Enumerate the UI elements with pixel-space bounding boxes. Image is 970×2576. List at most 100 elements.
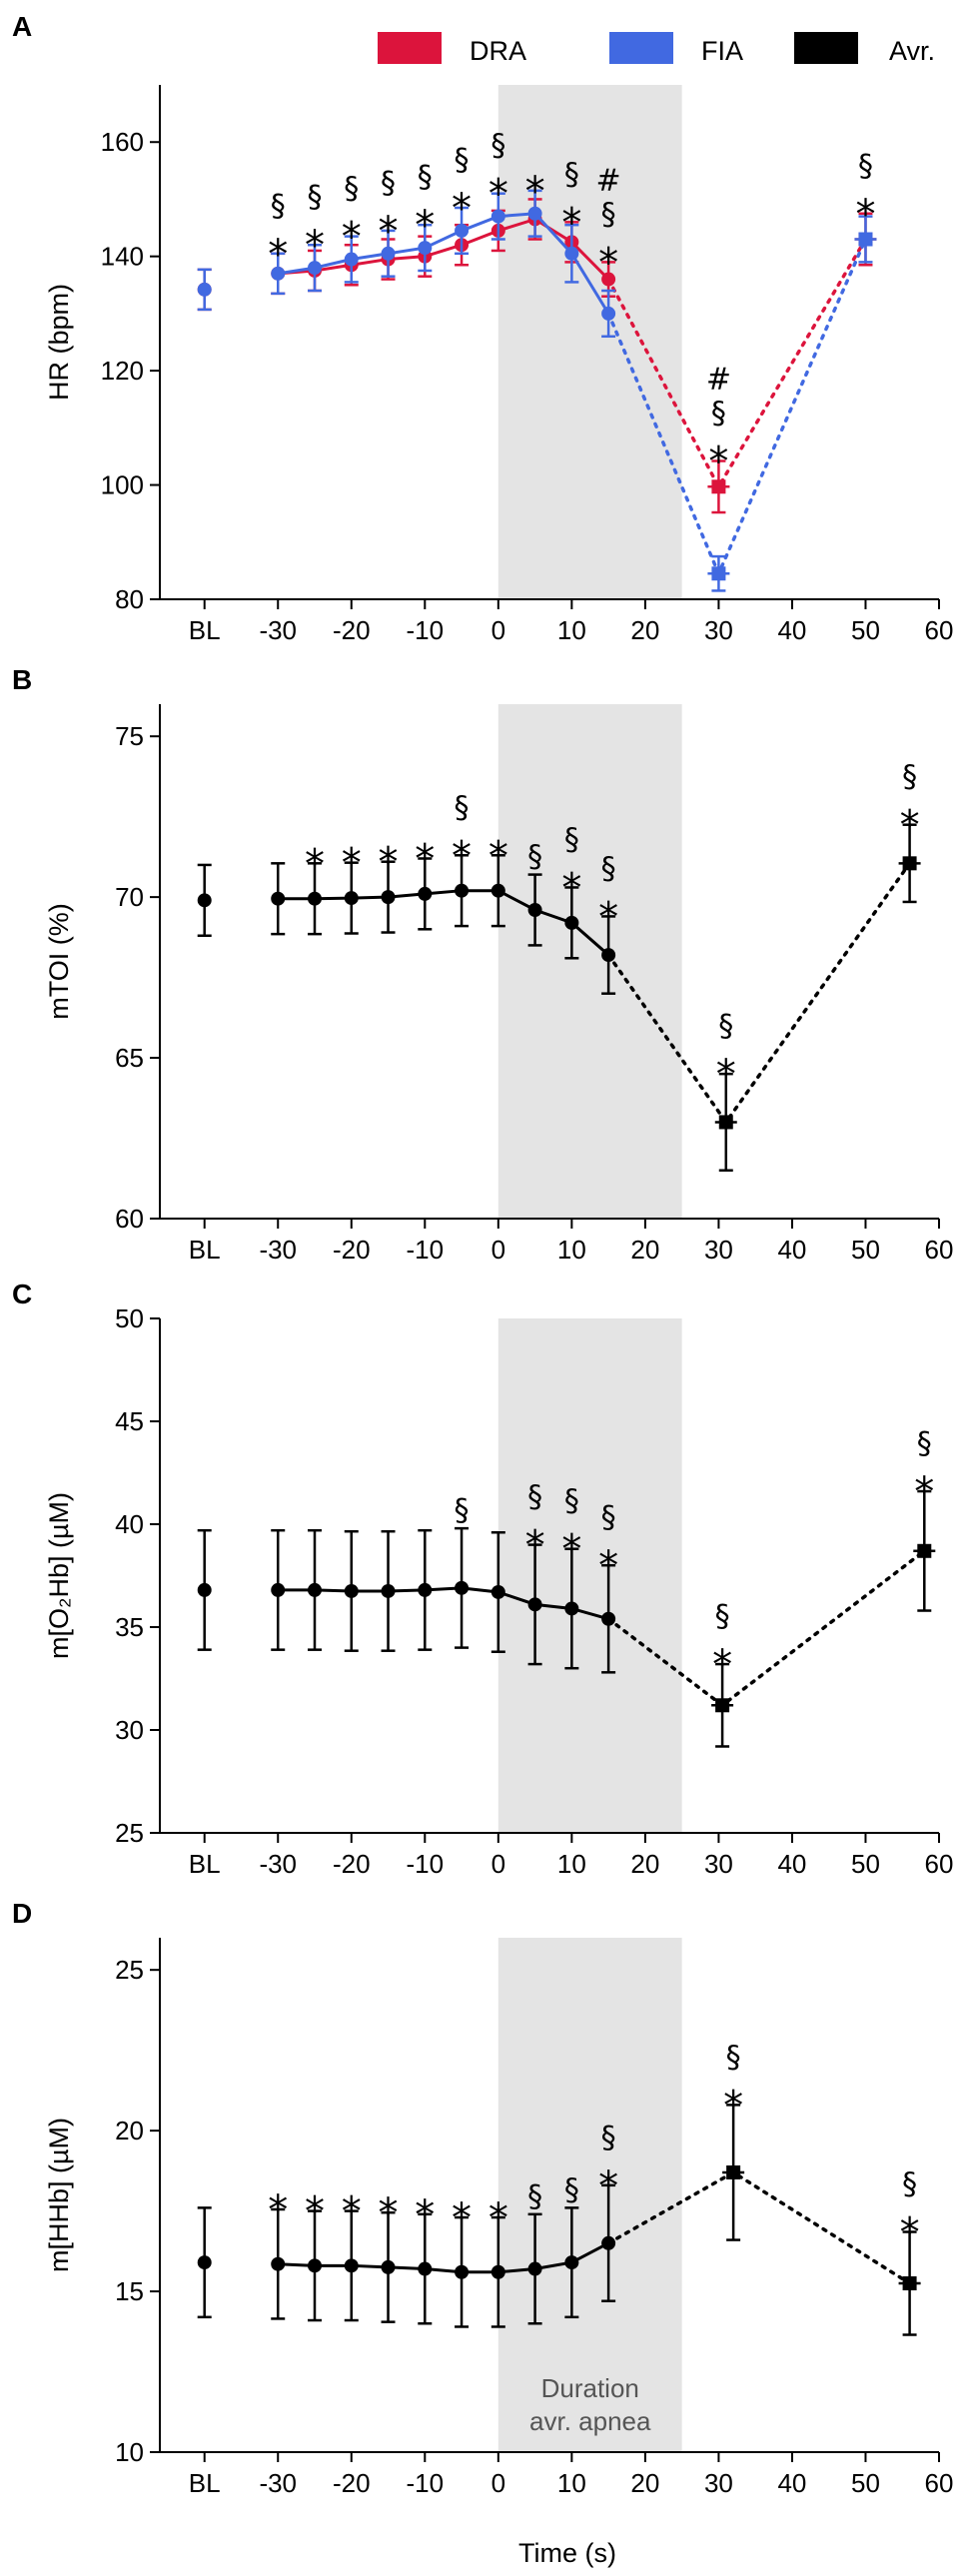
series-avr-line bbox=[278, 889, 610, 957]
legend-label-fia: FIA bbox=[701, 36, 743, 66]
y-tick-label: 40 bbox=[115, 1509, 144, 1539]
significance-star: * bbox=[488, 2195, 508, 2241]
x-tick-label: 30 bbox=[704, 1849, 733, 1879]
y-tick-label: 60 bbox=[115, 1204, 144, 1234]
significance-star: * bbox=[561, 1527, 581, 1573]
data-point bbox=[564, 246, 579, 261]
significance-star: * bbox=[379, 2190, 399, 2236]
data-point bbox=[308, 891, 322, 906]
x-tick-label: 40 bbox=[777, 2468, 806, 2498]
significance-star: * bbox=[342, 2189, 362, 2235]
data-point-square bbox=[917, 1543, 932, 1558]
data-point bbox=[381, 1583, 396, 1598]
x-tick-label: 10 bbox=[557, 1849, 586, 1879]
x-tick-label: 40 bbox=[777, 615, 806, 645]
significance-section: § bbox=[564, 822, 579, 857]
significance-section: § bbox=[564, 157, 579, 192]
significance-section: § bbox=[564, 1484, 579, 1519]
data-point bbox=[197, 282, 212, 297]
x-tick-label: -20 bbox=[333, 2468, 371, 2498]
y-tick-label: 10 bbox=[115, 2437, 144, 2467]
significance-section: § bbox=[726, 2040, 741, 2075]
x-tick-label: 30 bbox=[704, 2468, 733, 2498]
significance-section: § bbox=[527, 1480, 542, 1515]
significance-section: § bbox=[902, 760, 917, 795]
significance-star: * bbox=[452, 186, 472, 232]
significance-star: * bbox=[598, 2163, 618, 2209]
data-point bbox=[601, 2235, 616, 2250]
significance-star: * bbox=[708, 439, 728, 485]
y-tick-label: 70 bbox=[115, 882, 144, 912]
significance-star: * bbox=[914, 1469, 934, 1515]
x-tick-label: -10 bbox=[407, 1235, 445, 1265]
panel-b: B 60 65 70 75 BL -30 -20 -10 0 10 20 30 40 50 60 mTOI (%… bbox=[12, 664, 953, 1265]
significance-star: * bbox=[525, 1523, 545, 1569]
series-fia-line bbox=[278, 212, 610, 315]
y-tick-label: 45 bbox=[115, 1406, 144, 1436]
data-point bbox=[564, 1601, 579, 1616]
x-tick-label: 50 bbox=[851, 2468, 880, 2498]
legend-swatch-avr bbox=[794, 32, 858, 64]
y-axis-title: m[HHb] (µM) bbox=[44, 2118, 74, 2272]
data-point-square bbox=[718, 1115, 733, 1130]
data-point bbox=[344, 1583, 359, 1598]
data-point-square bbox=[715, 1698, 730, 1713]
data-point bbox=[490, 209, 505, 224]
x-tick-label: BL bbox=[189, 2468, 221, 2498]
y-tick-label: 35 bbox=[115, 1612, 144, 1642]
data-point bbox=[271, 1582, 286, 1597]
data-point bbox=[490, 883, 505, 898]
x-tick-label: 0 bbox=[491, 1849, 505, 1879]
significance-star: * bbox=[561, 200, 581, 246]
significance-section: § bbox=[564, 2172, 579, 2207]
significance-section: § bbox=[418, 160, 433, 195]
significance-star: * bbox=[712, 1642, 732, 1688]
y-tick-label: 160 bbox=[101, 127, 144, 157]
significance-star: * bbox=[900, 2210, 920, 2256]
significance-star: * bbox=[305, 223, 325, 269]
significance-star: * bbox=[268, 232, 288, 278]
significance-star: * bbox=[342, 215, 362, 261]
data-point bbox=[527, 206, 542, 221]
significance-star: * bbox=[452, 2195, 472, 2241]
data-point bbox=[271, 266, 286, 281]
x-tick-label: BL bbox=[189, 615, 221, 645]
x-tick-label: -10 bbox=[407, 1849, 445, 1879]
data-point bbox=[344, 891, 359, 906]
x-tick-label: -30 bbox=[259, 1235, 297, 1265]
y-tick-label: 100 bbox=[101, 470, 144, 500]
series-dra-dotted-line bbox=[606, 237, 868, 490]
significance-star: * bbox=[525, 169, 545, 215]
significance-section: § bbox=[711, 397, 726, 431]
x-tick-label: -30 bbox=[259, 615, 297, 645]
significance-star: * bbox=[716, 1052, 736, 1098]
data-point bbox=[601, 272, 616, 287]
significance-star: * bbox=[415, 837, 435, 883]
shade-caption-line1: Duration bbox=[541, 2373, 639, 2403]
shade-caption-line2: avr. apnea bbox=[529, 2406, 651, 2436]
data-point bbox=[271, 2256, 286, 2271]
significance-star: * bbox=[415, 203, 435, 249]
data-point bbox=[381, 890, 396, 905]
significance-section: § bbox=[527, 2179, 542, 2214]
y-tick-label: 30 bbox=[115, 1715, 144, 1745]
legend-label-dra: DRA bbox=[470, 36, 526, 66]
x-tick-label: -30 bbox=[259, 2468, 297, 2498]
significance-section: § bbox=[917, 1426, 932, 1461]
x-tick-label: BL bbox=[189, 1849, 221, 1879]
significance-star: * bbox=[900, 803, 920, 849]
data-point-square bbox=[902, 2276, 917, 2291]
significance-section: § bbox=[601, 1500, 616, 1535]
significance-star: * bbox=[415, 2192, 435, 2238]
data-point-square bbox=[858, 232, 873, 247]
data-point bbox=[344, 252, 359, 267]
data-point bbox=[197, 2255, 212, 2270]
significance-star: * bbox=[488, 833, 508, 879]
data-point-square bbox=[711, 479, 726, 494]
significance-section: § bbox=[455, 790, 470, 825]
apnea-shade bbox=[497, 1318, 682, 1833]
x-tick-label: -30 bbox=[259, 1849, 297, 1879]
data-point bbox=[455, 1580, 470, 1595]
x-tick-label: 0 bbox=[491, 1235, 505, 1265]
data-point-square bbox=[726, 2164, 741, 2179]
